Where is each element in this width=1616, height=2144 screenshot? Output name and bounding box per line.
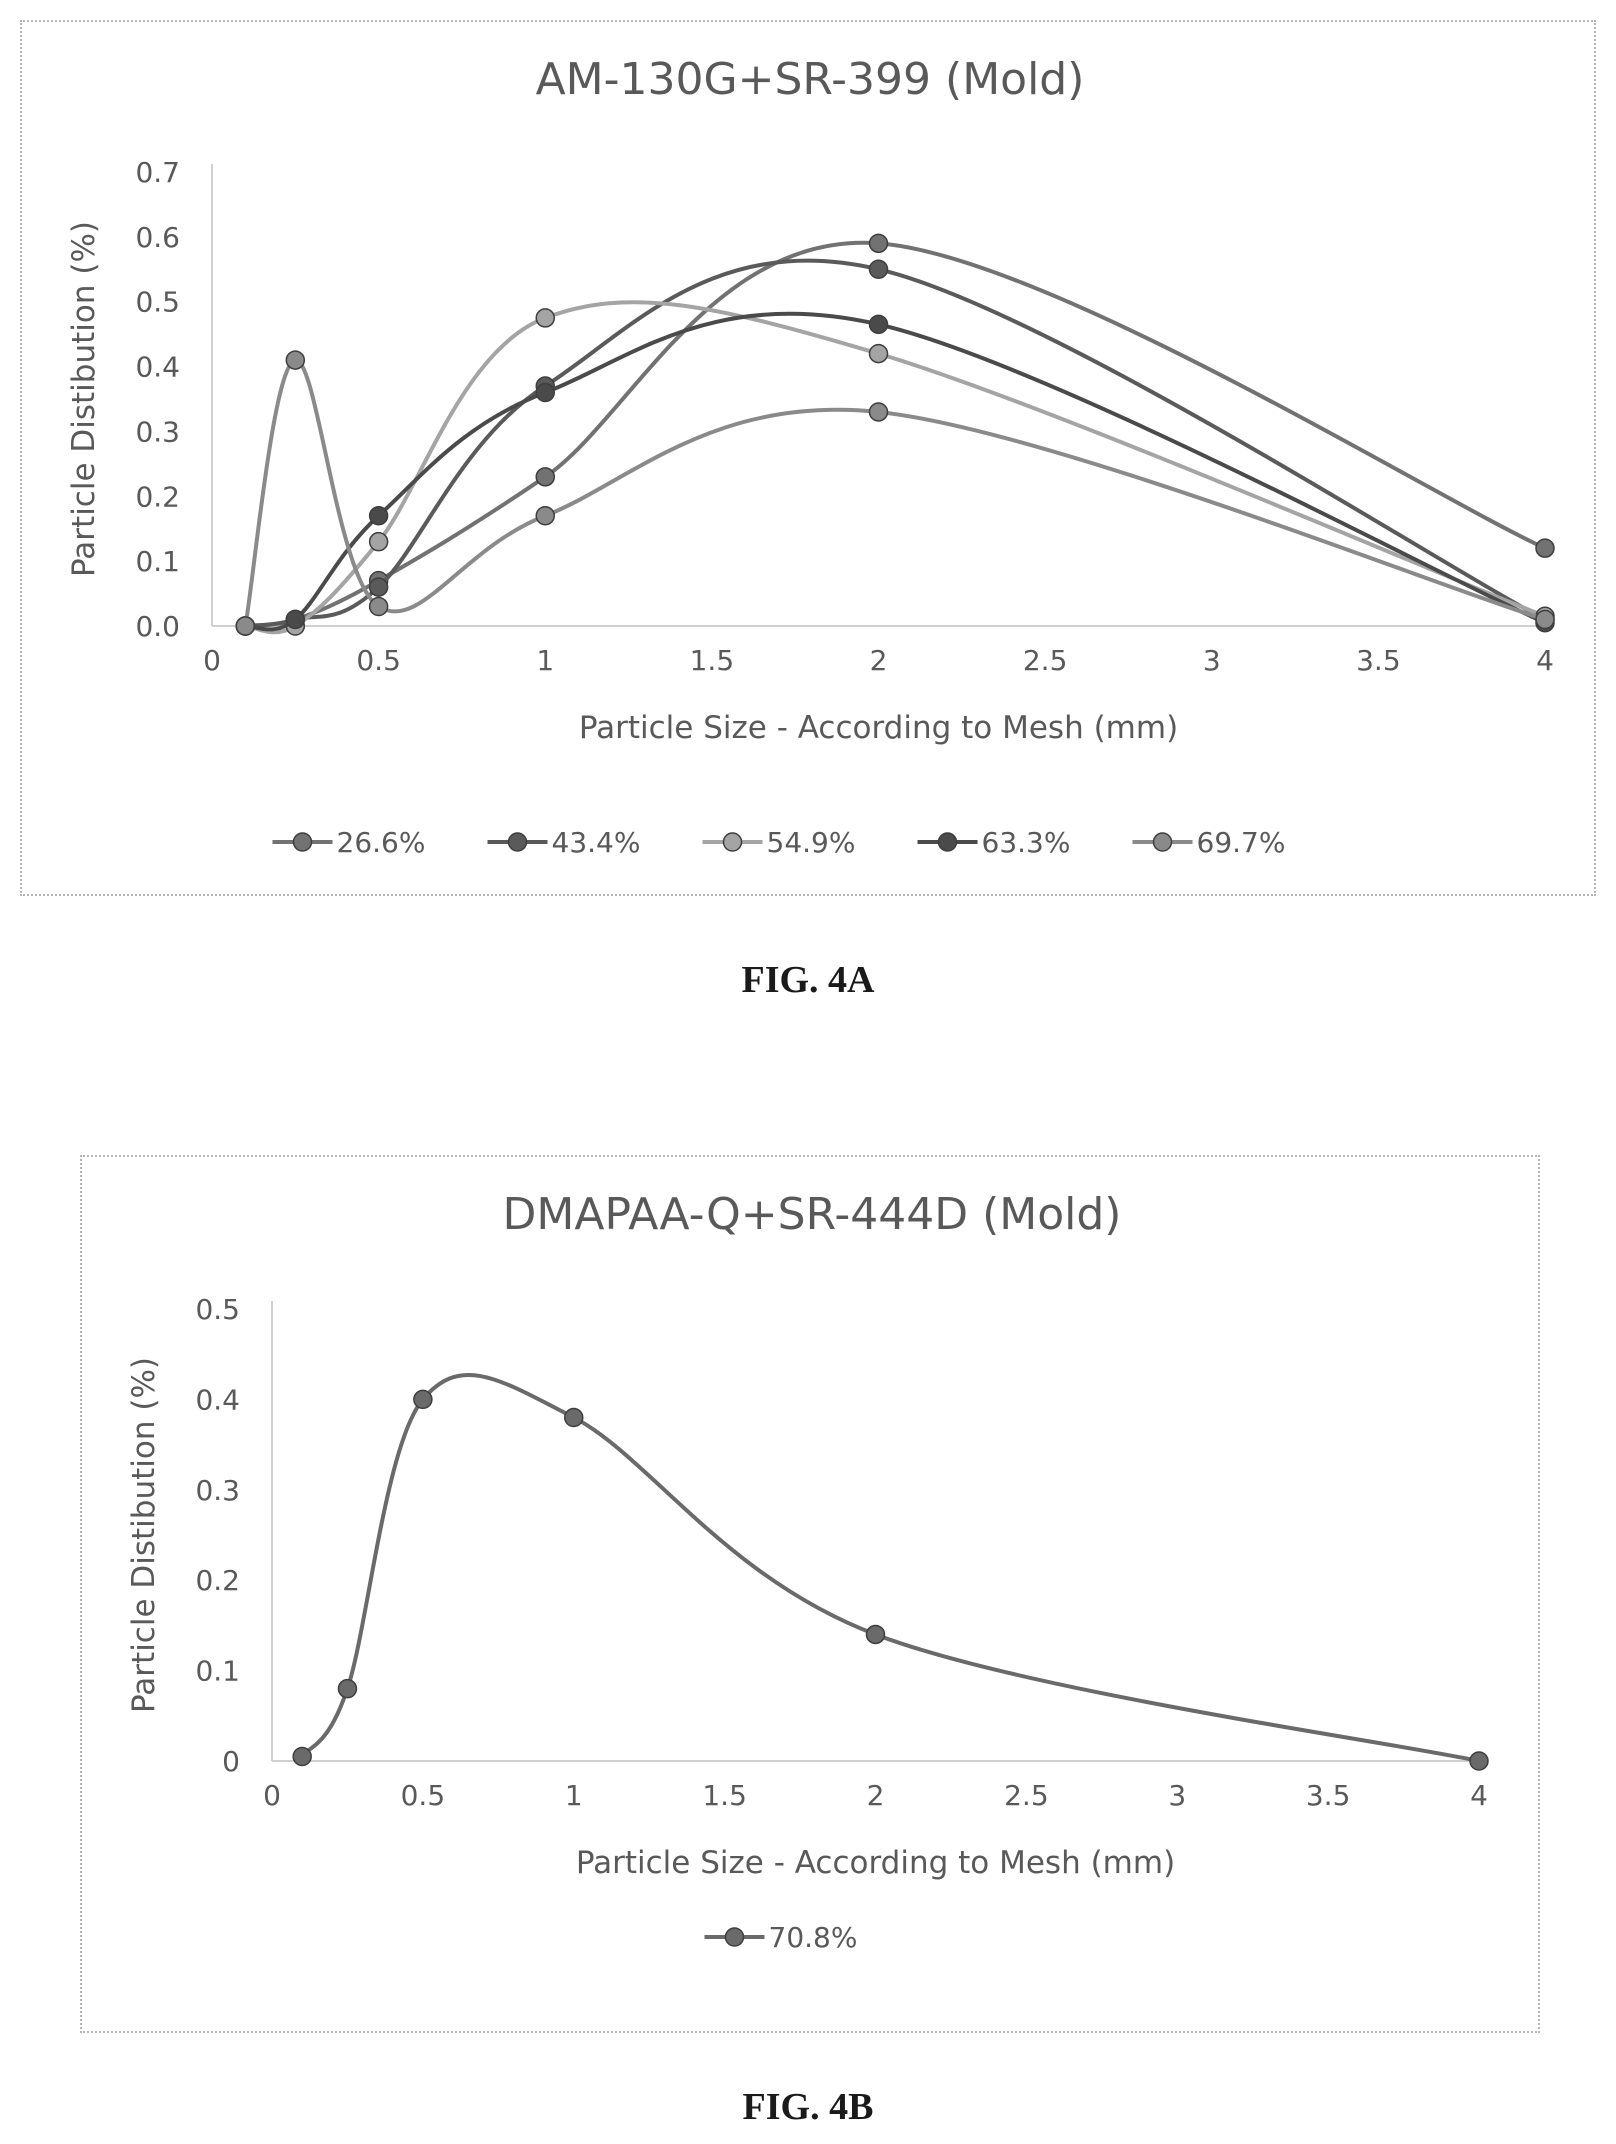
chart-a-data-point [368,505,389,526]
chart-a-x-tick-label: 4 [1536,644,1554,677]
chart-a-legend-label: 26.6% [337,826,426,859]
chart-a-legend-swatch-marker [937,832,958,852]
chart-a-series-line [245,300,1546,635]
chart-b-series-0 [292,1373,1489,1771]
chart-a-legend-label: 69.7% [1197,826,1286,859]
chart-a-data-point [868,233,889,254]
chart-a-data-point [535,308,555,328]
chart-a-legend-swatch-marker [1152,832,1173,852]
chart-a-legend-item: 69.7% [1132,826,1286,859]
chart-b-data-point [292,1746,312,1767]
figure-caption-a: FIG. 4A [741,959,875,1001]
chart-a-data-point [535,505,555,526]
chart-a-y-tick-label: 0.1 [135,545,180,578]
chart-b-title: DMAPAA-Q+SR-444D (Mold) [503,1189,1122,1240]
chart-b-x-tick-label: 2 [867,1779,885,1812]
chart-a-legend-item: 43.4% [487,826,641,859]
chart-b-y-tick-label: 0.4 [195,1383,240,1416]
chart-b-legend-item: 70.8% [704,1921,858,1954]
chart-a-data-point [535,467,555,487]
chart-a-x-tick-label: 3.5 [1356,644,1401,677]
chart-a-data-point [1535,609,1555,630]
chart-a-x-axis-title: Particle Size - According to Mesh (mm) [579,710,1178,746]
chart-a-x-tick-label: 1.5 [690,644,735,677]
chart-a-x-tick-label: 1 [536,644,554,677]
chart-b-x-tick-label: 3 [1168,1779,1186,1812]
chart-b-x-tick-label: 4 [1470,1779,1488,1812]
chart-b-legend-swatch-marker [724,1927,745,1947]
chart-a-frame: AM-130G+SR-399 (Mold) 0.0 0.1 0.2 0.3 0.4 0.5 0… [20,20,1596,896]
chart-a-svg: AM-130G+SR-399 (Mold) 0.0 0.1 0.2 0.3 0.4 0.5 0… [66,54,1555,859]
chart-b-svg: DMAPAA-Q+SR-444D (Mold) 0 0.1 0.2 0.3 0.4 0.5 0… [126,1189,1489,1954]
chart-a-data-point [868,314,889,335]
chart-b-data-point [337,1678,358,1699]
chart-a-series-line [245,240,1546,628]
chart-a-data-point [868,343,889,364]
figure-caption-b: FIG. 4B [742,2086,874,2128]
chart-b-data-point [413,1389,433,1410]
chart-a-x-tick-label: 3 [1203,644,1221,677]
chart-a-data-point [868,402,889,422]
chart-b-x-tick-label: 3.5 [1306,1779,1351,1812]
chart-b-series-line [300,1373,1480,1763]
chart-a-y-tick-label: 0.6 [135,221,180,254]
chart-a-data-point [368,531,389,552]
chart-a-y-axis-title: Particle Distibution (%) [66,221,102,577]
chart-a-x-tick-label: 2 [870,644,888,677]
chart-a-data-point [368,577,389,597]
chart-a-y-tick-label: 0.5 [135,286,180,319]
chart-b-y-tick-label: 0.1 [195,1655,240,1688]
chart-b-y-tick-label: 0.5 [195,1293,240,1326]
chart-a-series-3 [235,311,1555,636]
chart-a-x-tick-label: 2.5 [1023,644,1068,677]
chart-a-y-tick-label: 0.0 [135,610,180,643]
chart-a-data-point [368,596,389,617]
chart-b-y-tick-label: 0.3 [195,1474,240,1507]
chart-a-legend-swatch-marker [292,832,313,852]
chart-a-legend-label: 54.9% [767,826,856,859]
chart-a-y-tick-label: 0.3 [135,415,180,448]
chart-a-title: AM-130G+SR-399 (Mold) [536,54,1085,105]
chart-a-legend-item: 54.9% [702,826,856,859]
chart-a-x-tick-label: 0.5 [356,644,401,677]
chart-a-legend-label: 43.4% [552,826,641,859]
chart-b-x-tick-label: 1.5 [702,1779,747,1812]
chart-a-series-4 [235,350,1555,636]
chart-b-y-axis-title: Particle Distibution (%) [126,1357,162,1713]
chart-b-x-tick-label: 1 [565,1779,583,1812]
chart-b-frame: DMAPAA-Q+SR-444D (Mold) 0 0.1 0.2 0.3 0.4 0.5 0… [80,1155,1540,2033]
chart-a-data-point [868,259,889,280]
chart-a-legend-item: 63.3% [917,826,1071,859]
chart-a-y-tick-label: 0.7 [135,156,180,189]
chart-a-y-tick-label: 0.4 [135,351,180,384]
chart-a-y-tick-label: 0.2 [135,480,180,513]
chart-b-data-point [865,1624,886,1645]
chart-a-series-0 [235,233,1555,636]
chart-b-y-tick-label: 0 [222,1745,240,1778]
chart-a-legend-item: 26.6% [272,826,426,859]
chart-a-data-point [235,616,256,636]
chart-a-series-2 [235,300,1555,636]
chart-b-x-axis-title: Particle Size - According to Mesh (mm) [576,1845,1175,1881]
chart-b-data-point [564,1407,584,1428]
chart-a-series-line [245,258,1546,628]
chart-b-legend-label: 70.8% [769,1921,858,1954]
chart-b-data-point [1469,1751,1489,1771]
chart-a-series-line [245,311,1546,632]
chart-a-legend-label: 63.3% [982,826,1071,859]
chart-b-x-tick-label: 0 [263,1779,281,1812]
chart-a-series-line [243,358,1546,627]
chart-a-x-tick-label: 0 [203,644,221,677]
chart-a-data-point [1535,538,1555,558]
chart-b-x-tick-label: 2.5 [1004,1779,1049,1812]
chart-a-data-point [535,382,555,403]
chart-a-legend-swatch-marker [722,832,743,852]
chart-b-y-tick-label: 0.2 [195,1564,240,1597]
chart-a-legend-swatch-marker [507,832,528,852]
chart-b-x-tick-label: 0.5 [401,1779,446,1812]
chart-a-data-point [285,350,306,370]
chart-a-data-point [285,609,306,630]
